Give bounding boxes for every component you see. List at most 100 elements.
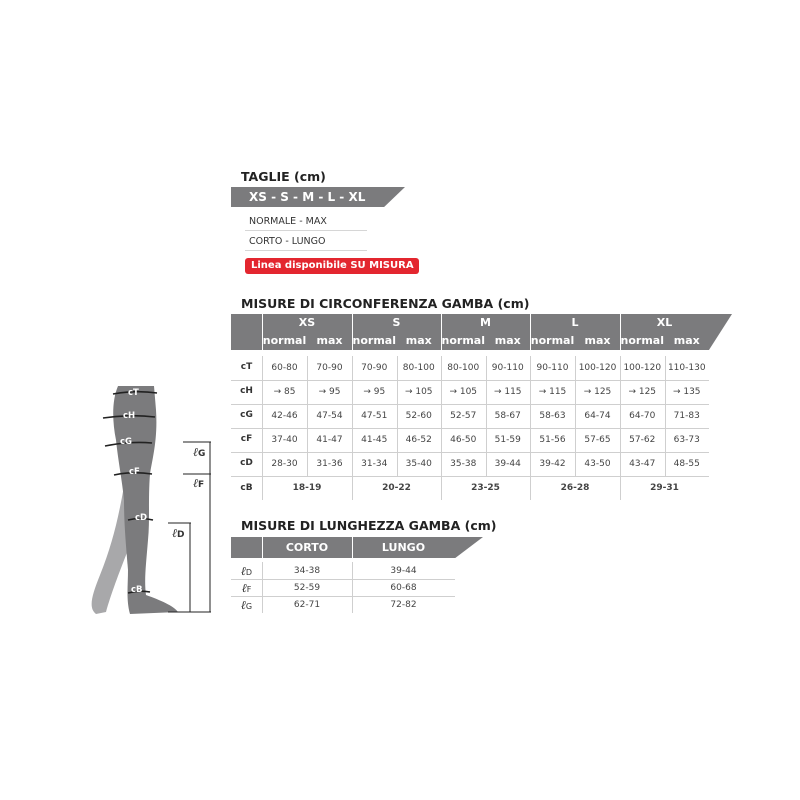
length-cell: 72-82 — [390, 600, 417, 610]
header-separator — [352, 314, 353, 350]
column-divider — [485, 356, 487, 476]
length-cell: 52-59 — [293, 583, 321, 593]
table-cell: 48-55 — [673, 459, 700, 469]
table-cell: 47-54 — [316, 411, 343, 421]
table-cell: 64-70 — [629, 411, 656, 421]
table-cell: 58-67 — [494, 411, 521, 421]
subheader-normal: normal — [620, 334, 664, 347]
table-cell: 31-36 — [316, 459, 343, 469]
sizes-title: TAGLIE (cm) — [241, 169, 326, 184]
header-separator — [620, 314, 621, 350]
column-divider — [352, 562, 353, 613]
table-cell: 35-40 — [405, 459, 432, 469]
ell-subscript: F — [246, 585, 252, 594]
length-lG: ℓG — [193, 445, 205, 459]
table-cell: 70-90 — [361, 363, 388, 373]
length-cell: 60-68 — [390, 583, 417, 593]
point-cF: cF — [129, 467, 140, 477]
row-label-cG: cG — [240, 410, 253, 420]
table-cell: → 105 — [404, 387, 433, 397]
table-cell: 100-120 — [578, 363, 617, 373]
table-cell: 46-50 — [450, 435, 477, 445]
table-cell: 43-47 — [629, 459, 656, 469]
table-cell: 31-34 — [361, 459, 388, 469]
row-label-cT: cT — [240, 362, 253, 372]
length-header: CORTO LUNGO — [231, 537, 483, 558]
column-divider — [530, 356, 531, 500]
table-cell: 57-65 — [584, 435, 611, 445]
table-cell: 37-40 — [271, 435, 298, 445]
table-cell: 42-46 — [271, 411, 298, 421]
table-cell: 64-74 — [584, 411, 611, 421]
ell-symbol: ℓ — [240, 564, 246, 578]
header-separator — [262, 537, 263, 558]
length-header-lungo: LUNGO — [381, 541, 426, 554]
table-cell: → 125 — [628, 387, 657, 397]
point-cT: cT — [128, 388, 139, 398]
header-separator — [441, 314, 442, 350]
table-cell: → 135 — [672, 387, 701, 397]
point-cH: cH — [123, 411, 135, 421]
table-cell: 39-44 — [494, 459, 521, 469]
table-cell: 28-30 — [271, 459, 298, 469]
table-cell: → 85 — [273, 387, 296, 397]
table-cell: 58-63 — [539, 411, 566, 421]
table-cell: 41-45 — [361, 435, 388, 445]
subheader-max: max — [584, 334, 611, 347]
column-divider — [262, 562, 263, 613]
column-divider — [352, 356, 353, 500]
table-cell-cB: 26-28 — [560, 483, 590, 493]
subheader-max: max — [673, 334, 700, 347]
table-cell: 80-100 — [402, 363, 435, 373]
table-cell: 51-59 — [494, 435, 521, 445]
length-row-label: ℓD — [231, 564, 262, 579]
table-cell: 52-60 — [405, 411, 432, 421]
circumference-title: MISURE DI CIRCONFERENZA GAMBA (cm) — [241, 296, 530, 311]
column-divider — [664, 356, 666, 476]
table-cell: 52-57 — [450, 411, 477, 421]
row-divider — [231, 596, 455, 597]
table-cell: 46-52 — [405, 435, 432, 445]
table-cell: 90-110 — [536, 363, 569, 373]
length-cell: 39-44 — [390, 566, 417, 576]
subheader-max: max — [316, 334, 343, 347]
length-cell: 34-38 — [293, 566, 321, 576]
sizes-band: XS - S - M - L - XL — [231, 187, 405, 207]
table-cell: 57-62 — [629, 435, 656, 445]
row-divider — [231, 380, 709, 381]
row-divider — [231, 428, 709, 429]
table-cell: → 115 — [493, 387, 522, 397]
table-cell: → 115 — [538, 387, 567, 397]
length-row-label: ℓG — [231, 598, 262, 613]
row-divider — [231, 476, 709, 477]
length-lF: ℓF — [193, 476, 204, 490]
subheader-normal: normal — [262, 334, 307, 347]
column-divider — [575, 356, 576, 476]
column-divider — [441, 356, 442, 500]
size-header-xs: XS — [298, 316, 316, 329]
subheader-normal: normal — [530, 334, 575, 347]
table-cell-cB: 29-31 — [650, 483, 679, 493]
measure-lines — [102, 390, 158, 594]
column-divider — [620, 356, 621, 500]
table-cell: → 95 — [363, 387, 386, 397]
subheader-normal: normal — [352, 334, 396, 347]
row-label-cD: cD — [240, 458, 253, 468]
size-header-l: L — [571, 316, 579, 329]
subheader-max: max — [405, 334, 432, 347]
ell-subscript: G — [245, 602, 253, 611]
table-cell: 71-83 — [673, 411, 700, 421]
table-cell: 110-130 — [667, 363, 706, 373]
subheader-max: max — [494, 334, 521, 347]
table-cell: 39-42 — [539, 459, 566, 469]
row-label-cH: cH — [240, 386, 253, 396]
table-cell: 70-90 — [316, 363, 343, 373]
table-cell: → 125 — [583, 387, 612, 397]
row-divider — [231, 452, 709, 453]
point-cG: cG — [120, 437, 132, 447]
table-cell: 80-100 — [447, 363, 480, 373]
column-divider — [307, 356, 308, 476]
table-cell: 43-50 — [584, 459, 611, 469]
column-divider — [262, 356, 263, 500]
table-cell: 41-47 — [316, 435, 343, 445]
